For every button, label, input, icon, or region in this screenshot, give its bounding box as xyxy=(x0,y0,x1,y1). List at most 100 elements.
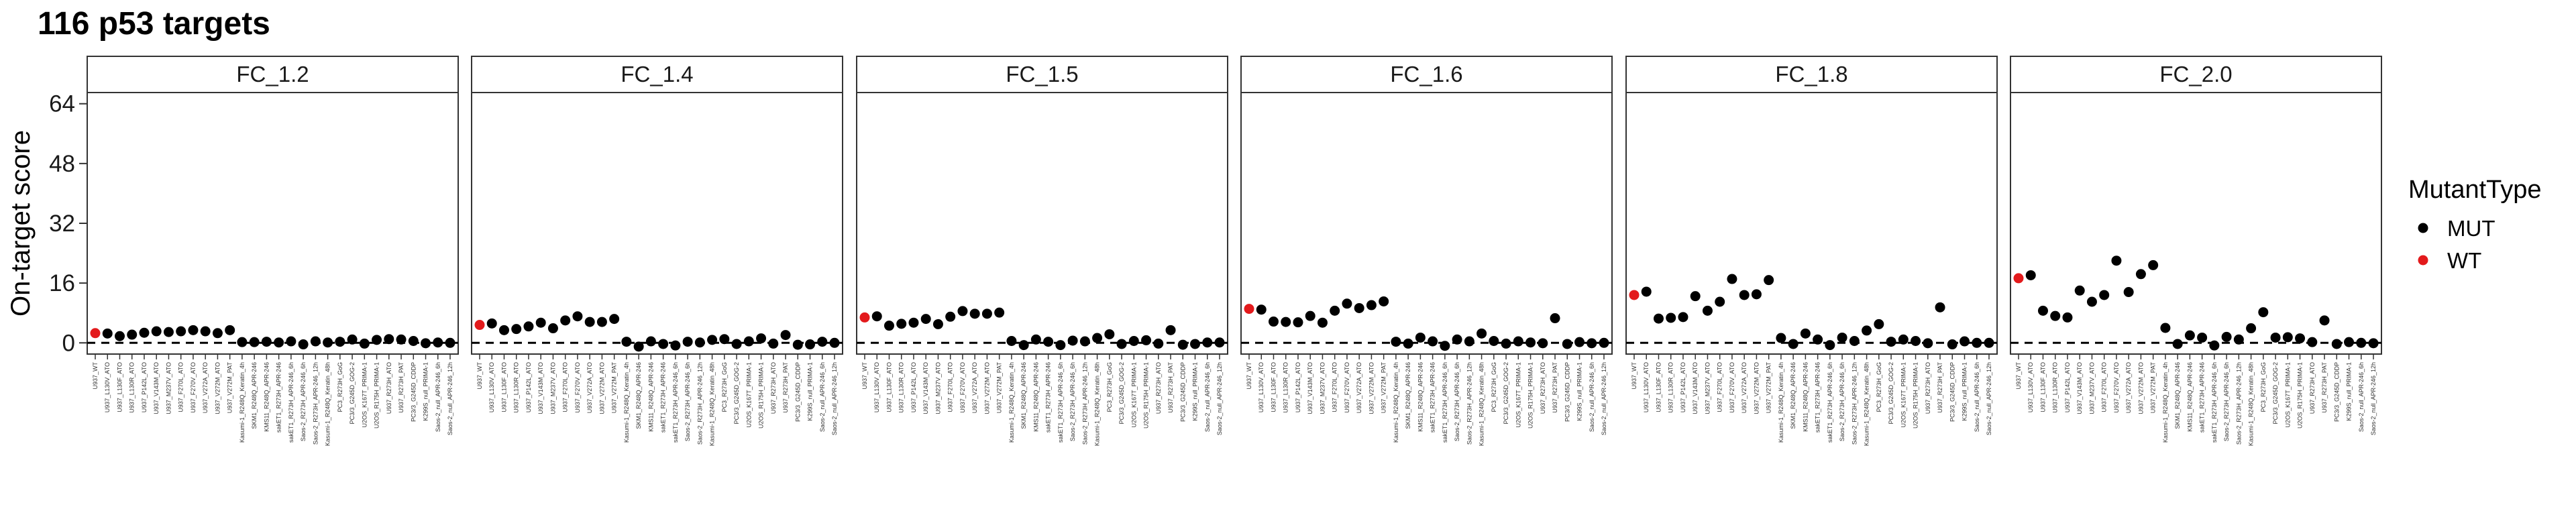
x-tick-label: Kasumi-1_R248Q_Keratin_48h xyxy=(1864,362,1870,446)
x-tick-label: PC3/3_G245D_GOG-2 xyxy=(1888,362,1894,424)
data-point-mut xyxy=(2086,296,2097,307)
x-tick-label: U937_V272A_ATO xyxy=(586,362,593,413)
data-point-mut xyxy=(1947,339,1957,350)
x-tick-label: sakET1_R273H_APR-246_6h xyxy=(672,362,679,443)
data-point-mut xyxy=(682,337,693,347)
x-tick-label: U937_V272M_ATO xyxy=(1368,362,1375,414)
data-point-mut xyxy=(2295,333,2306,344)
x-tick-label: U937_V143M_ATO xyxy=(1692,362,1699,414)
x-tick-label: Saos-2_null_APR-246_12h xyxy=(1601,362,1607,435)
data-point-mut xyxy=(249,337,260,347)
data-point-mut xyxy=(2331,339,2342,349)
data-point-mut xyxy=(535,317,546,328)
facet-label: FC_1.6 xyxy=(1390,62,1462,87)
data-point-mut xyxy=(871,311,882,322)
x-tick-label: U937_V272M_ATO xyxy=(983,362,990,414)
x-tick-label: U937_V272M_ATO xyxy=(1753,362,1760,414)
x-tick-label: SKM1_R248Q_APR-246 xyxy=(635,362,642,429)
data-point-mut xyxy=(1330,305,1340,316)
x-tick-label: sakET1_R273H_APR-246_6h xyxy=(2211,362,2218,443)
data-point-mut xyxy=(1281,317,1291,327)
x-tick-label: U937_V143M_ATO xyxy=(1307,362,1313,414)
x-tick-label: PC3/3_G245D_CDDP xyxy=(1564,362,1570,422)
data-point-mut xyxy=(2221,331,2232,342)
facet-label: FC_1.2 xyxy=(236,62,309,87)
data-point-mut xyxy=(486,318,497,329)
x-tick-label: U937_L130V_ATO xyxy=(1258,362,1265,412)
x-tick-label: sakET1_R273H_APR-246_6h xyxy=(288,362,294,443)
facet-label: FC_2.0 xyxy=(2159,62,2232,87)
x-tick-label: U937_WT xyxy=(2015,362,2022,390)
x-tick-label: K299S_null_PRIMA-1 xyxy=(1576,362,1583,421)
x-tick-label: sakET1_R273H_APR-246_6h xyxy=(1057,362,1064,443)
x-tick-label: U937_V272M_PAT xyxy=(1766,362,1772,414)
data-point-mut xyxy=(1653,313,1664,324)
data-point-mut xyxy=(1489,336,1499,346)
x-tick-label: U937_L130R_ATO xyxy=(1668,362,1674,413)
x-tick-label: U937_L130R_ATO xyxy=(129,362,136,413)
data-point-mut xyxy=(2270,332,2281,343)
data-point-mut xyxy=(1764,275,1774,286)
x-tick-label: U937_P142L_ATO xyxy=(1295,362,1301,412)
data-point-mut xyxy=(372,335,382,345)
y-tick-label: 64 xyxy=(49,91,75,117)
x-tick-label: PC3/3_G245D_CDDP xyxy=(410,362,417,422)
data-point-mut xyxy=(1214,337,1225,348)
data-point-mut xyxy=(225,325,235,335)
x-tick-label: U937_L130R_ATO xyxy=(1283,362,1289,413)
data-point-mut xyxy=(1305,310,1316,321)
x-tick-label: U937_WT xyxy=(1631,362,1638,390)
chart-title: 116 p53 targets xyxy=(38,6,270,42)
x-tick-label: PC3_R273H_GoG xyxy=(1106,362,1113,412)
x-tick-label: PC3/3_G245D_CDDP xyxy=(1179,362,1186,422)
x-tick-label: U2OS_K167T_PRIMA-1 xyxy=(1900,362,1907,428)
data-point-mut xyxy=(1342,298,1352,309)
data-point-mut xyxy=(1562,339,1572,349)
x-tick-label: K299S_null_PRIMA-1 xyxy=(807,362,814,421)
x-tick-label: U937_M237V_ATO xyxy=(1319,362,1326,414)
x-tick-label: U937_V272A_ATO xyxy=(971,362,978,413)
data-point-mut xyxy=(1666,312,1676,323)
data-point-mut xyxy=(1898,334,1909,345)
x-tick-label: U937_R273H_ATO xyxy=(1925,362,1931,414)
x-tick-label: PC3_R273H_GoG xyxy=(2260,362,2267,412)
data-point-mut xyxy=(1055,340,1066,351)
x-tick-label: U937_L130V_ATO xyxy=(104,362,111,412)
x-tick-label: U937_P142L_ATO xyxy=(910,362,917,412)
data-point-mut xyxy=(1141,335,1152,345)
legend-label-mut: MUT xyxy=(2447,216,2495,241)
data-point-mut xyxy=(1452,334,1462,345)
data-point-wt xyxy=(474,320,485,331)
data-point-mut xyxy=(896,319,907,329)
data-point-mut xyxy=(1415,332,1426,343)
x-tick-label: U937_WT xyxy=(861,362,868,390)
x-tick-label: Kasumi-1_R248Q_Keratin_48h xyxy=(1094,362,1101,446)
data-point-mut xyxy=(1751,289,1762,300)
data-point-mut xyxy=(335,337,345,347)
data-point-mut xyxy=(1599,337,1609,348)
x-tick-label: Saos-2_null_APR-246_6h xyxy=(1589,362,1595,432)
data-point-mut xyxy=(633,341,644,352)
data-point-mut xyxy=(176,326,186,337)
data-point-mut xyxy=(547,323,558,334)
facet-strip xyxy=(856,56,1228,93)
data-point-mut xyxy=(2148,260,2159,270)
data-point-mut xyxy=(1678,312,1688,323)
x-tick-label: U937_WT xyxy=(92,362,99,390)
data-point-mut xyxy=(969,308,980,319)
x-tick-label: KMS11_R248Q_APR-246 xyxy=(1802,362,1809,432)
panel-border xyxy=(856,92,1228,355)
x-tick-label: U2OS_K167T_PRIMA-1 xyxy=(1515,362,1521,428)
data-point-mut xyxy=(1727,274,1737,284)
x-tick-label: U937_V272M_PAT xyxy=(227,362,233,414)
x-tick-label: U2OS_R175H_PRIMA-1 xyxy=(1527,362,1534,428)
data-point-mut xyxy=(1690,291,1701,302)
data-point-mut xyxy=(1739,290,1750,300)
x-tick-label: Kasumi-1_R248Q_Keratin_4h xyxy=(1778,362,1784,443)
x-tick-label: U937_V272A_ATO xyxy=(2125,362,2132,413)
x-tick-label: KMS11_R248Q_APR-246 xyxy=(2186,362,2193,432)
x-tick-label: U937_V143M_ATO xyxy=(922,362,929,414)
data-point-mut xyxy=(768,338,779,349)
data-point-mut xyxy=(945,311,956,322)
data-point-mut xyxy=(2099,290,2110,300)
